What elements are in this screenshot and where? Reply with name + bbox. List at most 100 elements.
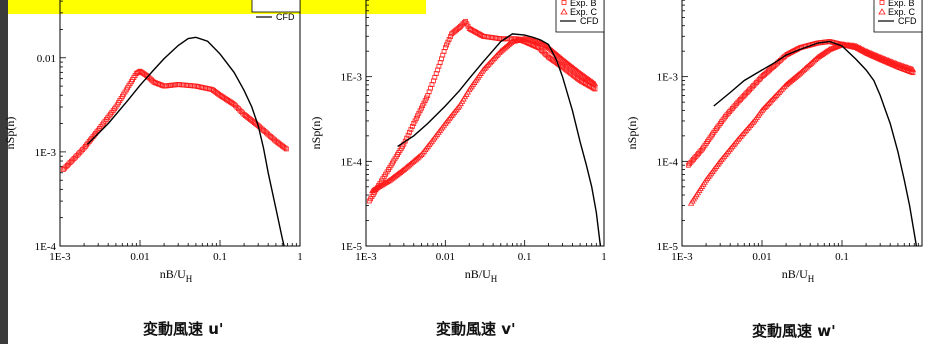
exp-c-marker [488, 57, 495, 64]
exp-b-marker [411, 121, 417, 126]
exp-c-marker [576, 69, 584, 76]
y-axis-label: nSp(n) [3, 117, 17, 150]
x-axis-label: nB/UH [465, 267, 498, 284]
exp-c-marker [582, 73, 589, 80]
legend-cfd-label: CFD [580, 16, 599, 26]
exp-c-marker [889, 58, 896, 65]
exp-c-marker [572, 66, 580, 73]
exp-b-marker [420, 103, 426, 109]
exp-c-marker [778, 86, 785, 92]
exp-c-marker [896, 61, 903, 68]
x-tick-label: 1 [297, 251, 303, 263]
exp-b-marker [408, 126, 414, 132]
exp-c-marker [775, 89, 783, 95]
cfd-line [86, 36, 285, 246]
exp-c-marker [590, 79, 597, 86]
exp-c-marker [893, 60, 900, 67]
left-sidebar-strip [0, 0, 8, 344]
exp-b-marker [405, 132, 411, 138]
exp-b-marker [231, 101, 237, 107]
exp-b-marker [748, 85, 754, 91]
exp-b-marker [689, 158, 695, 164]
exp-c-marker [737, 133, 744, 139]
exp-b-marker [235, 106, 241, 112]
exp-c-marker [585, 75, 592, 82]
exp-b-marker [736, 98, 742, 104]
exp-c-marker [571, 65, 578, 72]
exp-c-marker [741, 128, 748, 135]
legend-exp-b-swatch [879, 0, 885, 5]
exp-b-marker [738, 97, 743, 102]
x-tick-label: 0.1 [518, 251, 532, 263]
exp-b-marker [282, 145, 288, 151]
exp-b-marker [66, 161, 72, 167]
y-tick-label: 1E-3 [657, 72, 679, 84]
exp-c-marker [481, 65, 488, 71]
exp-b-marker [416, 110, 422, 116]
cfd-line [397, 33, 602, 246]
exp-b-marker [60, 167, 66, 172]
exp-b-marker [739, 95, 745, 101]
exp-c-marker [480, 66, 487, 73]
yellow-highlight-banner [8, 0, 426, 14]
exp-b-marker [283, 146, 289, 152]
exp-c-marker [736, 134, 743, 141]
exp-b-marker [685, 162, 691, 168]
exp-c-marker [905, 64, 912, 71]
exp-c-marker [558, 54, 565, 61]
legend-exp-label: Exp. C [888, 7, 916, 17]
exp-c-marker [551, 49, 559, 56]
exp-b-marker [694, 152, 700, 158]
exp-c-marker [746, 122, 754, 129]
legend-cfd-label: CFD [898, 16, 917, 26]
exp-c-marker [749, 119, 757, 125]
exp-b-marker [744, 90, 750, 95]
exp-b-marker [68, 158, 74, 164]
exp-c-marker [591, 80, 599, 87]
exp-c-marker [879, 54, 887, 61]
exp-c-marker [871, 51, 879, 58]
exp-b-marker [407, 129, 412, 135]
exp-c-marker [748, 120, 755, 127]
legend-exp-b-swatch [561, 0, 567, 5]
exp-c-marker [852, 42, 860, 49]
cfd-line [713, 40, 918, 246]
exp-c-marker [740, 130, 747, 136]
exp-c-marker [883, 56, 891, 63]
exp-c-marker [908, 65, 915, 72]
y-tick-label: 0.01 [37, 53, 56, 65]
exp-b-marker [64, 162, 70, 168]
exp-b-marker [755, 78, 761, 84]
exp-c-marker [575, 68, 582, 75]
x-tick-label: 0.1 [213, 251, 227, 263]
x-tick-label: 1E-3 [49, 251, 71, 263]
chart-panel-2: 1E-3 0.01 0.1 1 1E-5 1E-4 1E-3 nB/UH nSp(n) Exp. … [309, 0, 607, 284]
exp-b-marker [745, 88, 751, 94]
exp-c-marker [898, 62, 906, 69]
exp-c-marker [542, 42, 549, 49]
exp-c-marker [870, 51, 877, 57]
exp-b-marker [418, 105, 424, 111]
exp-c-marker [490, 55, 498, 61]
exp-c-marker [909, 66, 917, 72]
exp-b-marker [758, 75, 764, 81]
exp-b-marker [62, 165, 68, 171]
exp-b-marker [424, 95, 429, 101]
exp-b-marker [754, 80, 759, 85]
exp-c-marker [482, 63, 490, 70]
exp-b-marker [77, 150, 83, 155]
exp-c-marker [567, 62, 574, 69]
exp-b-marker [540, 49, 546, 55]
exp-c-marker [865, 48, 872, 55]
exp-c-marker [536, 39, 544, 45]
exp-c-marker [772, 92, 780, 98]
exp-b-marker [421, 100, 427, 106]
exp-c-marker [494, 50, 502, 57]
exp-c-marker [507, 39, 515, 46]
exp-b-marker [740, 94, 746, 100]
exp-b-marker [413, 115, 419, 121]
exp-c-marker [745, 123, 752, 130]
exp-c-marker [583, 74, 591, 81]
exp-b-marker [73, 154, 78, 160]
exp-c-marker [769, 96, 776, 102]
